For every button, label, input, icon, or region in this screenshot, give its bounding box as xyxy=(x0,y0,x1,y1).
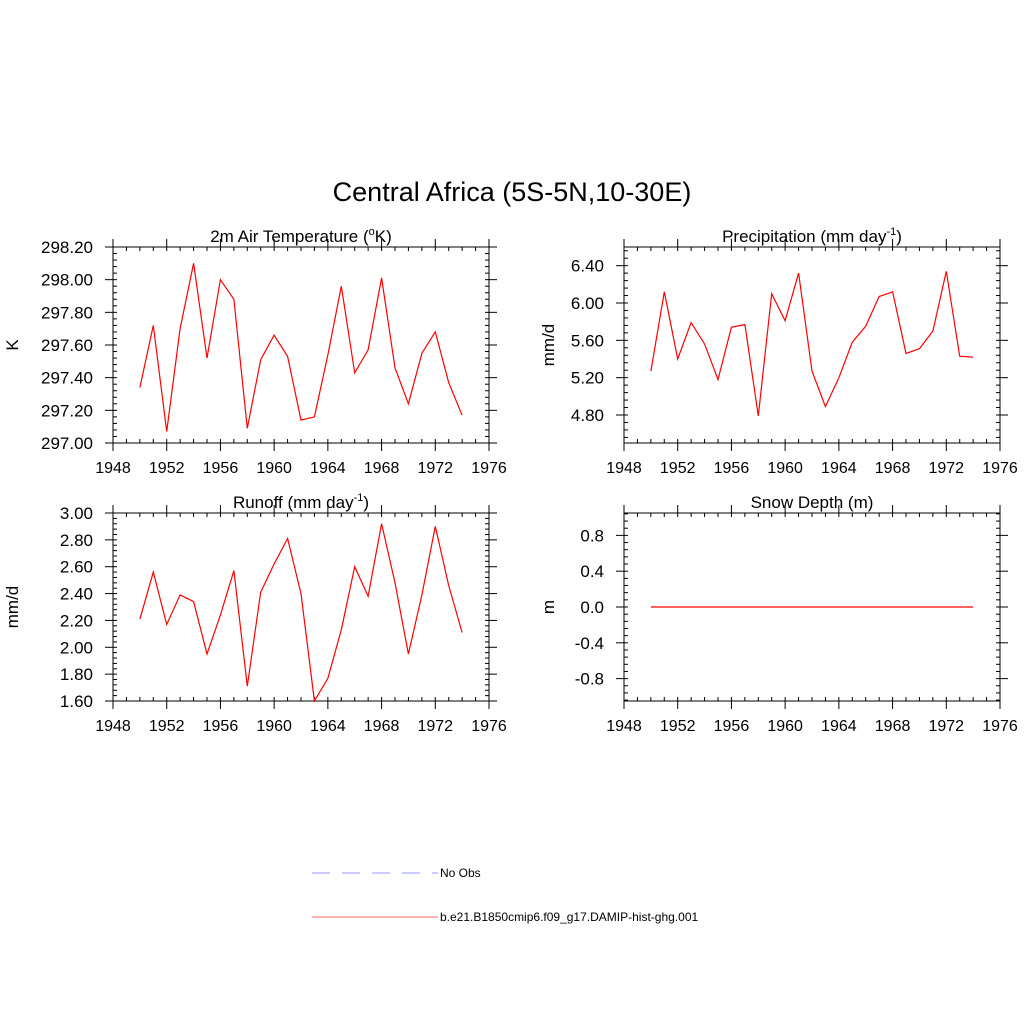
y-tick-label: 297.40 xyxy=(41,369,93,388)
legend-label-2: b.e21.B1850cmip6.f09_g17.DAMIP-hist-ghg.… xyxy=(440,910,698,924)
y-tick-label: 2.20 xyxy=(60,611,93,630)
x-tick-label: 1964 xyxy=(821,718,857,735)
y-tick-label: 297.20 xyxy=(41,401,93,420)
y-tick-label: 2.40 xyxy=(60,585,93,604)
y-tick-label: 297.00 xyxy=(41,434,93,453)
x-tick-label: 1956 xyxy=(714,718,750,735)
y-tick-label: -0.8 xyxy=(575,670,604,689)
y-tick-label: 298.00 xyxy=(41,271,93,290)
figure-title: Central Africa (5S-5N,10-30E) xyxy=(333,177,692,207)
x-tick-label: 1952 xyxy=(149,460,185,477)
x-tick-label: 1976 xyxy=(982,460,1018,477)
x-tick-label: 1972 xyxy=(928,460,964,477)
x-tick-label: 1948 xyxy=(606,460,642,477)
x-tick-label: 1964 xyxy=(821,460,857,477)
x-tick-label: 1968 xyxy=(364,460,400,477)
x-tick-label: 1948 xyxy=(606,718,642,735)
panel-4: Snow Depth (m) 1948 1952 1956 1960 1964 1968 19… xyxy=(539,493,1018,735)
panel-title: Precipitation (mm day-1) xyxy=(722,226,902,246)
y-tick-label: 5.60 xyxy=(571,331,604,350)
x-tick-label: 1976 xyxy=(982,718,1018,735)
x-tick-label: 1948 xyxy=(95,460,131,477)
panel-3: Runoff (mm day-1) 1948 1952 1956 1960 1964 196… xyxy=(3,492,507,735)
x-tick-label: 1948 xyxy=(95,718,131,735)
x-tick-label: 1968 xyxy=(875,718,911,735)
panel-title: 2m Air Temperature (oK) xyxy=(210,226,392,246)
x-tick-label: 1972 xyxy=(417,718,453,735)
x-tick-label: 1976 xyxy=(471,460,507,477)
series-line-1 xyxy=(139,263,463,432)
panel-1: 2m Air Temperature (oK) 1948 1952 1956 1960 1… xyxy=(3,226,507,477)
panels: 2m Air Temperature (oK) 1948 1952 1956 1960 1… xyxy=(3,226,1018,735)
y-axis-label: K xyxy=(3,339,22,351)
y-tick-label: 2.80 xyxy=(60,531,93,550)
x-tick-label: 1968 xyxy=(364,718,400,735)
legend-label-1: No Obs xyxy=(440,866,481,880)
x-tick-label: 1952 xyxy=(149,718,185,735)
y-axis-label: mm/d xyxy=(539,324,558,367)
y-tick-label: 1.80 xyxy=(60,665,93,684)
x-tick-label: 1964 xyxy=(310,460,346,477)
y-axis-label: m xyxy=(539,600,558,614)
x-tick-label: 1976 xyxy=(471,718,507,735)
series-line-1 xyxy=(139,523,463,703)
x-tick-label: 1960 xyxy=(767,460,803,477)
y-tick-label: 1.60 xyxy=(60,692,93,711)
plot-frame xyxy=(623,246,1001,444)
x-tick-label: 1956 xyxy=(203,460,239,477)
series-line-1 xyxy=(650,271,974,416)
x-tick-label: 1972 xyxy=(417,460,453,477)
x-tick-label: 1964 xyxy=(310,718,346,735)
y-tick-label: 6.40 xyxy=(571,257,604,276)
y-tick-label: 298.20 xyxy=(41,238,93,257)
panel-title: Snow Depth (m) xyxy=(751,493,874,512)
x-tick-label: 1952 xyxy=(660,718,696,735)
x-tick-label: 1956 xyxy=(203,718,239,735)
y-tick-label: 5.20 xyxy=(571,369,604,388)
y-tick-label: 0.8 xyxy=(580,526,604,545)
legend: No Obs b.e21.B1850cmip6.f09_g17.DAMIP-his… xyxy=(312,866,698,924)
y-tick-label: 4.80 xyxy=(571,406,604,425)
y-tick-label: 297.80 xyxy=(41,303,93,322)
x-tick-label: 1960 xyxy=(256,718,292,735)
y-tick-label: 3.00 xyxy=(60,504,93,523)
y-tick-label: 2.00 xyxy=(60,638,93,657)
panel-2: Precipitation (mm day-1) 1948 1952 1956 1960… xyxy=(539,226,1018,477)
y-tick-label: 0.0 xyxy=(580,598,604,617)
y-tick-label: -0.4 xyxy=(575,634,604,653)
y-tick-label: 0.4 xyxy=(580,562,604,581)
x-tick-label: 1956 xyxy=(714,460,750,477)
y-tick-label: 297.60 xyxy=(41,336,93,355)
x-tick-label: 1952 xyxy=(660,460,696,477)
y-axis-label: mm/d xyxy=(3,586,22,629)
x-tick-label: 1968 xyxy=(875,460,911,477)
x-tick-label: 1960 xyxy=(767,718,803,735)
x-tick-label: 1972 xyxy=(928,718,964,735)
y-tick-label: 6.00 xyxy=(571,294,604,313)
panel-title: Runoff (mm day-1) xyxy=(233,492,369,512)
y-tick-label: 2.60 xyxy=(60,558,93,577)
x-tick-label: 1960 xyxy=(256,460,292,477)
